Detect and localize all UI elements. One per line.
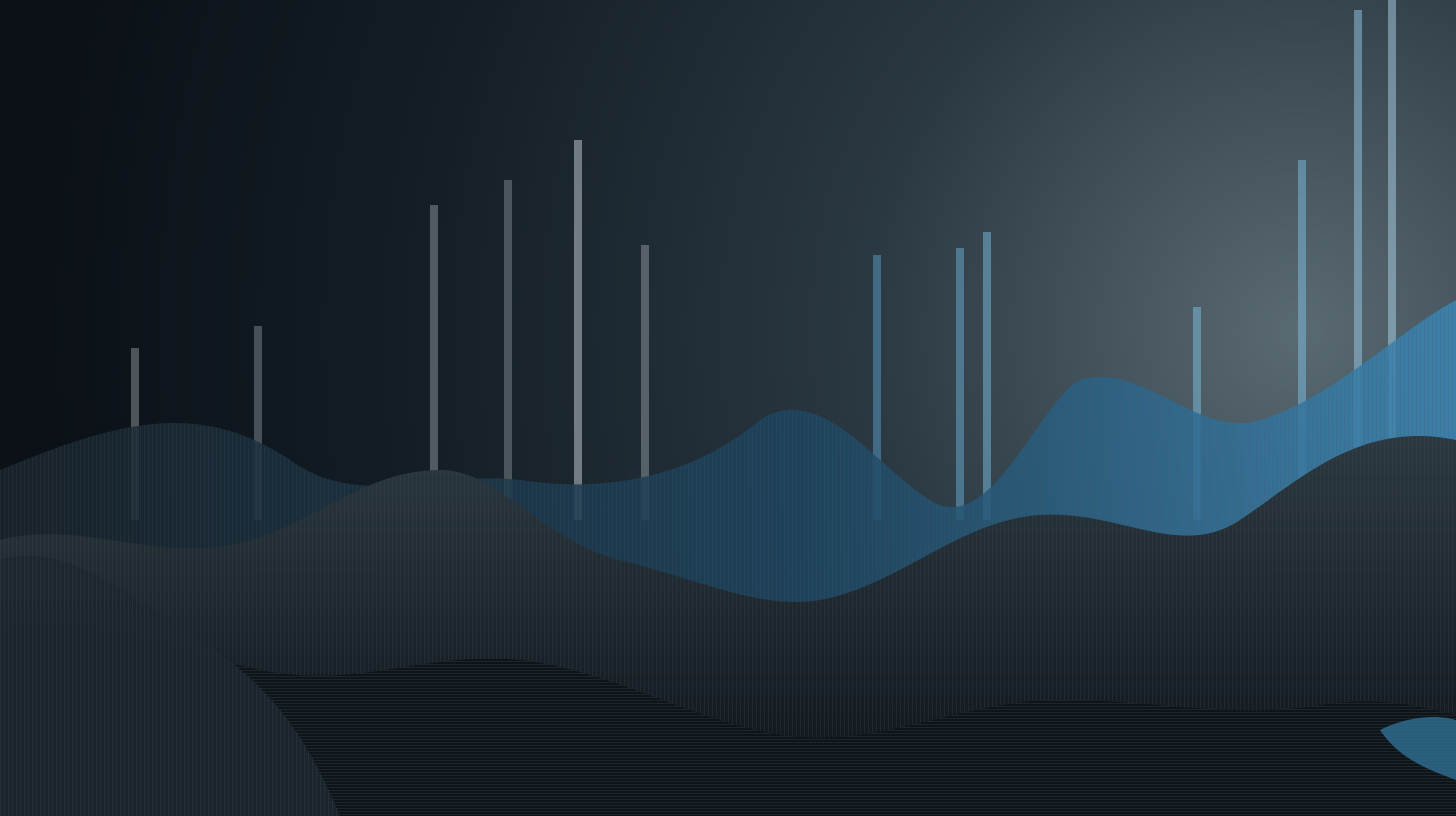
left-foreground-texture xyxy=(0,555,340,816)
accent-spectrum-bar xyxy=(1298,160,1306,520)
accent-spectrum-bar xyxy=(983,232,991,520)
accent-spectrum-bar xyxy=(641,245,649,520)
right-blue-sliver xyxy=(1380,717,1456,780)
accent-spectrum-bar xyxy=(254,326,262,520)
accent-spectrum-bar xyxy=(504,180,512,520)
accent-spectrum-bar xyxy=(430,205,438,520)
accent-spectrum-bar xyxy=(574,140,582,520)
accent-spectrum-bar xyxy=(956,248,964,520)
front-hill-texture xyxy=(0,624,1456,816)
striated-wave-hills xyxy=(0,300,1456,816)
accent-spectrum-bar xyxy=(1354,10,1362,520)
accent-spectrum-bar xyxy=(1388,0,1396,520)
accent-spectrum-bar xyxy=(873,255,881,520)
